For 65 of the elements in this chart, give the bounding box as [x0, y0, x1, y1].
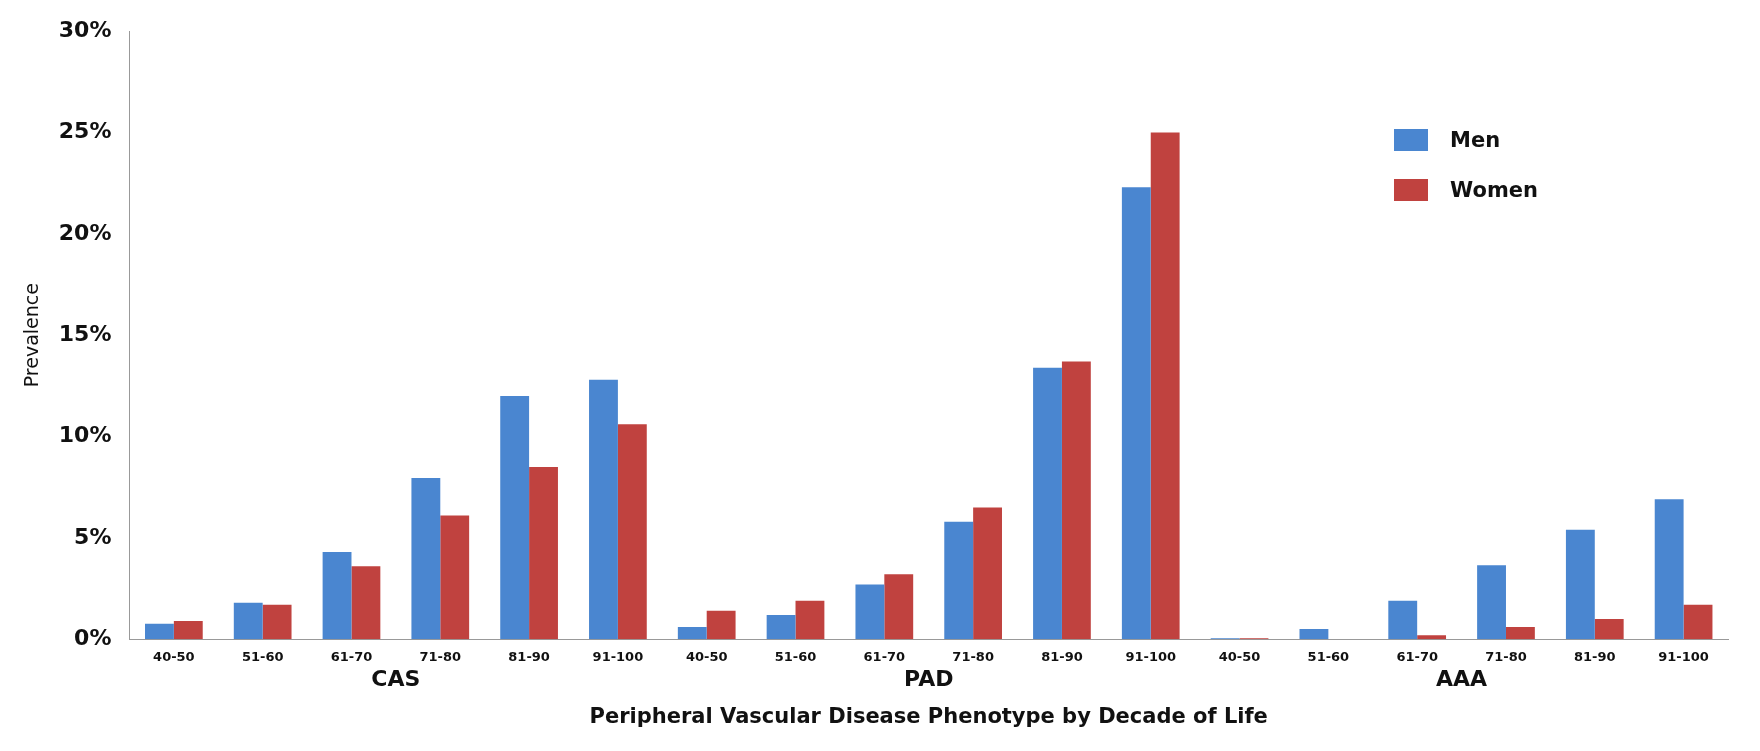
x-tick-label: 61-70	[1396, 649, 1438, 665]
bar	[1388, 600, 1418, 640]
bar	[529, 466, 558, 640]
x-tick-label: 51-60	[774, 649, 817, 665]
bar	[1121, 187, 1151, 640]
bar	[589, 379, 618, 640]
y-tick-label: 10%	[58, 422, 112, 448]
bar	[440, 515, 470, 640]
bar	[411, 478, 441, 640]
bar	[1683, 604, 1713, 640]
x-tick-label: 40-50	[153, 649, 195, 665]
x-tick-label: 91-100	[1658, 649, 1709, 665]
bar	[1565, 529, 1595, 640]
bar	[855, 584, 885, 640]
bar	[973, 507, 1002, 640]
bar	[1477, 565, 1506, 640]
x-tick-label: 81-90	[1574, 649, 1616, 665]
bar	[233, 602, 263, 640]
bar	[706, 610, 736, 640]
y-tick-label: 20%	[58, 219, 112, 245]
bar	[262, 604, 292, 640]
y-tick-label: 5%	[74, 523, 112, 549]
bar	[677, 627, 707, 640]
x-tick-label: 81-90	[508, 649, 550, 665]
bar	[500, 396, 530, 640]
bar	[1150, 132, 1180, 640]
y-tick-label: 30%	[58, 16, 112, 42]
bar	[1505, 627, 1535, 640]
x-tick-label: 61-70	[863, 649, 906, 665]
y-tick-label: 0%	[74, 624, 112, 650]
y-axis-title: Prevalence	[20, 283, 43, 388]
x-tick-label: 91-100	[1125, 649, 1177, 665]
bar	[795, 600, 825, 640]
bar	[1417, 635, 1447, 640]
bar	[944, 521, 974, 640]
bar	[884, 574, 914, 640]
x-tick-label: 71-80	[419, 649, 462, 665]
x-tick-label: 40-50	[685, 649, 728, 665]
x-tick-label: 61-70	[330, 649, 373, 665]
bar	[173, 620, 203, 640]
x-tick-label: 40-50	[1218, 649, 1261, 665]
x-tick-label: 91-100	[592, 649, 644, 665]
bar	[1654, 499, 1684, 640]
text: PAD	[904, 665, 954, 691]
y-tick-label: 15%	[58, 320, 112, 346]
bar	[766, 614, 796, 640]
bar	[1594, 618, 1624, 640]
text: AAA	[1436, 665, 1488, 691]
y-tick-label: 25%	[58, 118, 112, 144]
x-tick-label: 81-90	[1041, 649, 1083, 665]
bar	[1061, 361, 1091, 640]
bar	[1033, 367, 1062, 640]
x-tick-label: 71-80	[952, 649, 994, 665]
x-tick-label: 51-60	[241, 649, 284, 665]
bar	[617, 424, 647, 640]
bar	[1299, 629, 1329, 640]
x-tick-label: 71-80	[1485, 649, 1527, 665]
bar	[322, 552, 352, 640]
bar	[145, 623, 174, 640]
x-tick-label: 51-60	[1307, 649, 1350, 665]
x-axis-title: Peripheral Vascular Disease Phenotype by Decade of Life	[589, 703, 1268, 728]
legend-label: Women	[1450, 178, 1538, 202]
text: CAS	[371, 665, 421, 691]
bar	[351, 566, 381, 640]
legend-label: Men	[1450, 128, 1501, 152]
